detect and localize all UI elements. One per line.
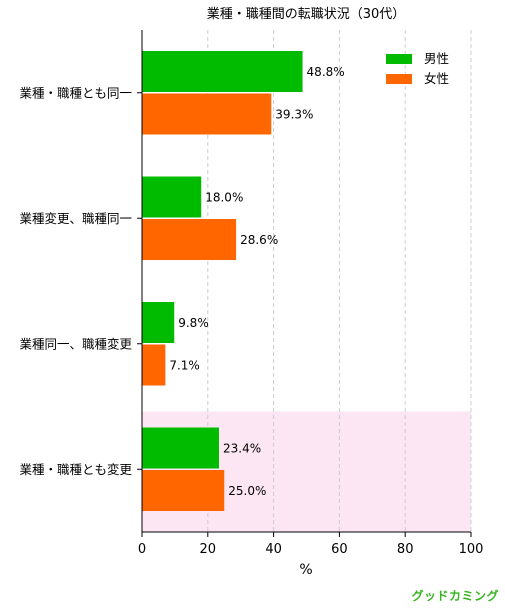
bar-female <box>142 470 225 511</box>
bar-male <box>142 51 303 92</box>
category-label: 業種同一、職種変更 <box>19 336 132 351</box>
bar-female <box>142 93 272 135</box>
x-tick-label: 0 <box>138 542 146 557</box>
chart-title: 業種・職種間の転職状況（30代） <box>207 6 406 22</box>
data-label: 23.4% <box>223 442 261 456</box>
x-axis-label: % <box>299 562 312 578</box>
bar-female <box>142 219 237 260</box>
data-label: 7.1% <box>169 359 200 373</box>
bar-male <box>142 302 175 343</box>
data-label: 25.0% <box>228 484 266 498</box>
category-label: 業種・職種とも変更 <box>19 462 132 477</box>
category-label: 業種・職種とも同一 <box>19 85 132 100</box>
legend-label-male: 男性 <box>424 51 449 66</box>
legend-swatch-male <box>386 54 412 64</box>
legend-swatch-female <box>386 74 412 84</box>
bar-male <box>142 176 202 218</box>
data-label: 18.0% <box>205 191 243 205</box>
x-tick-label: 60 <box>331 542 348 557</box>
x-tick-label: 80 <box>397 542 414 557</box>
x-tick-label: 100 <box>459 542 484 557</box>
data-label: 48.8% <box>307 65 345 79</box>
brand-logo: グッドカミング <box>411 589 499 603</box>
data-label: 39.3% <box>275 108 313 122</box>
bar-female <box>142 344 166 386</box>
legend: 男性 女性 <box>386 51 449 86</box>
category-label: 業種変更、職種同一 <box>19 211 132 226</box>
x-tick-label: 20 <box>200 542 217 557</box>
x-tick-label: 40 <box>265 542 282 557</box>
data-label: 28.6% <box>240 233 278 247</box>
legend-label-female: 女性 <box>424 71 449 86</box>
data-label: 9.8% <box>178 316 209 330</box>
bar-male <box>142 427 219 469</box>
